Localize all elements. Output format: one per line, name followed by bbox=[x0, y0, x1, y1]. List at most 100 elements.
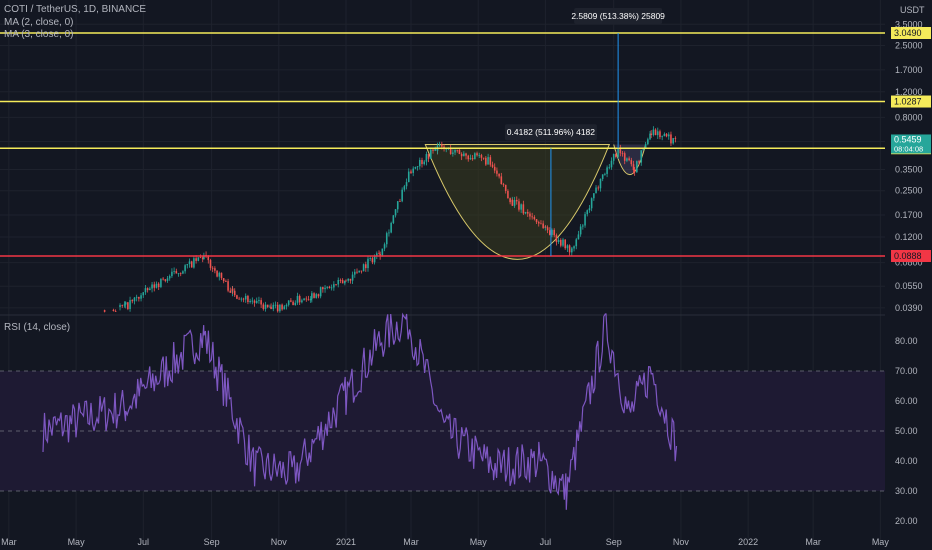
candle-body bbox=[285, 304, 288, 307]
candle-body bbox=[349, 278, 352, 281]
candle-body bbox=[274, 304, 277, 306]
candle-body bbox=[416, 166, 419, 168]
candle-body bbox=[493, 166, 496, 171]
candle-body bbox=[351, 274, 354, 281]
candle-body bbox=[379, 254, 381, 256]
price-tick-label: 1.2000 bbox=[895, 87, 923, 97]
ma-legend-2[interactable]: MA (3, close, 0) bbox=[4, 29, 74, 40]
candle-body bbox=[515, 200, 518, 202]
candle-body bbox=[445, 148, 448, 150]
candle-body bbox=[672, 138, 674, 144]
candle-body bbox=[220, 272, 223, 279]
candle-body bbox=[504, 184, 507, 191]
candle-body bbox=[573, 246, 575, 249]
price-tick-label: 0.0550 bbox=[895, 281, 923, 291]
x-tick-label: Nov bbox=[271, 537, 288, 547]
axes: Mar May Jul Sep Nov 2021 Mar May Jul Sep Nov 2022 Ma… bbox=[1, 5, 931, 547]
candle-body bbox=[652, 129, 655, 135]
candle-body bbox=[177, 273, 180, 275]
candle-body bbox=[287, 300, 290, 305]
candle-body bbox=[667, 134, 670, 137]
level-label-box bbox=[891, 95, 931, 108]
candle-body bbox=[399, 201, 401, 202]
candle-body bbox=[601, 174, 604, 179]
candle-body bbox=[419, 160, 421, 167]
candle-body bbox=[630, 160, 633, 165]
candle-body bbox=[401, 189, 403, 202]
candle-body bbox=[489, 157, 492, 165]
candle-body bbox=[381, 248, 384, 256]
candle-body bbox=[362, 264, 365, 272]
candle-body bbox=[209, 260, 212, 268]
candle-body bbox=[129, 300, 131, 309]
candle-body bbox=[360, 270, 363, 272]
candle-body bbox=[160, 278, 162, 287]
candle-body bbox=[403, 186, 406, 190]
candle-body bbox=[427, 154, 430, 159]
candle-body bbox=[509, 198, 511, 203]
candle-body bbox=[405, 182, 408, 187]
candle-body bbox=[656, 131, 659, 136]
ma-legend-1[interactable]: MA (2, close, 0) bbox=[4, 17, 74, 28]
candle-body bbox=[586, 210, 589, 215]
candle-body bbox=[347, 278, 349, 281]
candle-body bbox=[511, 199, 514, 206]
candle-body bbox=[575, 239, 578, 247]
candle-body bbox=[247, 295, 249, 303]
candle-body bbox=[469, 158, 472, 160]
candle-body bbox=[421, 160, 423, 165]
candle-body bbox=[373, 256, 376, 263]
candle-body bbox=[262, 304, 265, 309]
candle-body bbox=[251, 300, 254, 302]
candle-body bbox=[337, 279, 340, 285]
candle-body bbox=[298, 295, 301, 303]
candle-body bbox=[449, 148, 452, 154]
candle-body bbox=[260, 300, 262, 305]
candle-body bbox=[644, 144, 647, 149]
candle-body bbox=[615, 154, 617, 157]
candle-body bbox=[179, 273, 182, 275]
candle-body bbox=[496, 170, 498, 174]
candle-body bbox=[157, 285, 160, 287]
measure-label: 2.5809 (513.38%) 25809 bbox=[571, 11, 665, 21]
candle-body bbox=[642, 148, 645, 151]
candle-body bbox=[674, 138, 677, 139]
candle-body bbox=[430, 149, 432, 159]
candle-body bbox=[369, 258, 371, 259]
rsi-line bbox=[42, 312, 678, 510]
candle-body bbox=[388, 232, 390, 234]
current-price-box bbox=[891, 134, 931, 154]
candle-body bbox=[276, 304, 279, 312]
candle-body bbox=[258, 300, 260, 302]
candle-body bbox=[311, 293, 313, 299]
candle-body bbox=[474, 153, 476, 160]
candle-body bbox=[383, 244, 386, 249]
candle-body bbox=[507, 190, 509, 199]
candle-body bbox=[633, 169, 636, 173]
candle-body bbox=[478, 155, 481, 156]
symbol-legend[interactable]: COTI / TetherUS, 1D, BINANCE bbox=[4, 4, 147, 15]
measure-label: 0.4182 (511.96%) 4182 bbox=[507, 127, 595, 137]
price-tick-label: 2.5000 bbox=[895, 41, 923, 51]
candle-body bbox=[365, 264, 367, 269]
x-tick-label: Jul bbox=[540, 537, 552, 547]
candle-body bbox=[520, 204, 522, 210]
candle-body bbox=[597, 187, 600, 189]
rsi-legend[interactable]: RSI (14, close) bbox=[4, 322, 71, 333]
candle-body bbox=[423, 161, 425, 165]
candle-body bbox=[371, 258, 374, 263]
rsi-tick-label: 20.00 bbox=[895, 516, 918, 526]
candle-body bbox=[619, 147, 622, 154]
candle-body bbox=[229, 290, 232, 293]
candle-body bbox=[307, 299, 310, 301]
candle-body bbox=[279, 304, 281, 312]
x-tick-label: Mar bbox=[403, 537, 419, 547]
candle-body bbox=[650, 133, 652, 135]
candle-body bbox=[326, 286, 329, 288]
candle-body bbox=[476, 153, 478, 156]
candle-body bbox=[155, 283, 158, 288]
candle-body bbox=[628, 158, 630, 161]
candle-body bbox=[303, 298, 305, 301]
measure-label-box bbox=[504, 124, 597, 141]
